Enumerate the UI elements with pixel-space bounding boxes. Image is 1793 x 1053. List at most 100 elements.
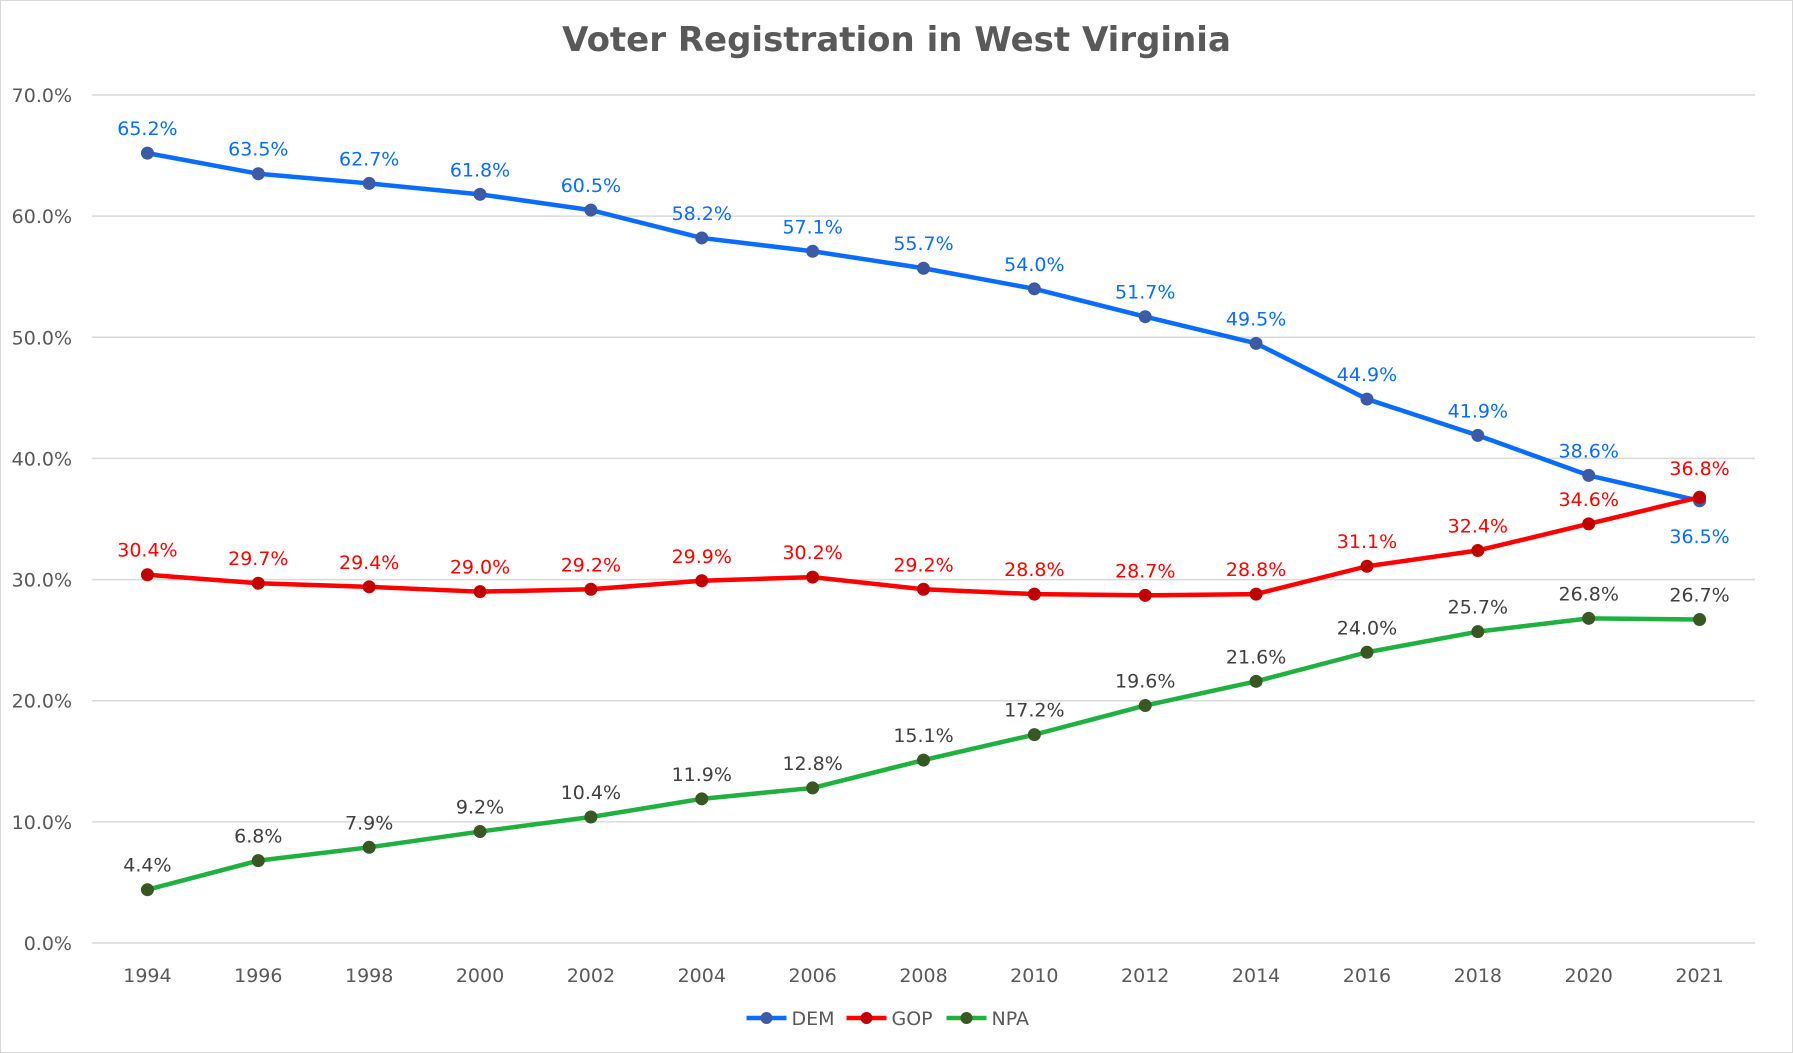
x-tick-label: 2016 [1343,965,1391,987]
data-point-gop [1360,559,1374,573]
data-label-dem: 41.9% [1448,400,1508,422]
data-point-gop [362,580,376,594]
data-label-npa: 10.4% [561,782,621,804]
data-label-npa: 17.2% [1004,700,1064,722]
data-point-dem [1138,310,1152,324]
series-line-dem [145,150,1702,504]
data-point-gop [1138,588,1152,602]
data-label-npa: 6.8% [234,826,282,848]
data-label-npa: 15.1% [893,725,953,747]
x-tick-label: 1996 [234,965,282,987]
series-line-gop [145,494,1702,598]
data-label-dem: 58.2% [672,203,732,225]
data-point-dem [917,261,930,275]
data-label-npa: 24.0% [1337,617,1397,639]
data-label-dem: 38.6% [1559,440,1619,462]
x-tick-label: 2020 [1565,965,1613,987]
data-point-dem [695,231,709,245]
data-label-npa: 26.7% [1669,585,1729,607]
y-tick-label: 20.0% [12,691,72,713]
y-tick-label: 70.0% [12,85,72,107]
legend-marker-gop [860,1012,873,1024]
data-label-dem: 44.9% [1337,364,1397,386]
y-tick-label: 50.0% [12,327,72,349]
data-label-npa: 7.9% [345,812,393,834]
data-point-dem [362,176,376,190]
data-point-dem [806,244,820,258]
y-tick-label: 10.0% [12,812,72,834]
data-point-gop [1249,587,1263,601]
x-tick-label: 2008 [899,965,947,987]
data-point-dem [1582,468,1596,482]
gridlines [92,94,1755,944]
data-point-dem [251,167,265,181]
data-label-dem: 62.7% [339,148,399,170]
data-point-npa [140,883,154,897]
data-point-npa [917,753,930,767]
data-point-npa [1249,674,1263,688]
data-point-npa [473,825,487,839]
data-point-gop [806,570,820,584]
y-tick-label: 60.0% [12,206,72,228]
data-label-dem: 55.7% [893,233,953,255]
legend-label-gop: GOP [892,1008,933,1030]
x-tick-label: 2012 [1121,965,1169,987]
x-tick-label: 2004 [678,965,726,987]
data-label-dem: 51.7% [1115,282,1175,304]
legend-label-dem: DEM [792,1008,835,1030]
legend-marker-npa [960,1012,973,1024]
data-point-gop [1471,543,1485,557]
data-label-npa: 11.9% [672,764,732,786]
data-point-npa [1027,728,1041,742]
data-label-npa: 21.6% [1226,646,1286,668]
data-point-dem [1471,428,1485,442]
data-point-npa [806,781,820,795]
data-label-npa: 4.4% [123,855,171,877]
data-point-npa [695,792,709,806]
data-label-gop: 29.2% [893,554,953,576]
data-point-npa [1360,645,1374,659]
y-tick-label: 0.0% [24,933,72,955]
data-point-npa [1471,625,1485,639]
x-tick-label: 1994 [123,965,171,987]
x-tick-label: 2002 [567,965,615,987]
y-axis: 0.0% 10.0% 20.0% 30.0% 40.0% 50.0% 60.0% 70.0% [12,85,72,955]
data-label-dem: 57.1% [782,216,842,238]
data-label-dem: 49.5% [1226,308,1286,330]
x-tick-label: 2018 [1454,965,1502,987]
data-label-gop: 28.7% [1115,560,1175,582]
data-label-gop: 30.2% [782,542,842,564]
data-point-gop [584,582,598,596]
legend: DEM GOP NPA [746,1008,1029,1030]
x-axis: 1994 1996 1998 2000 2002 2004 2006 2008 2010 2012… [123,965,1723,987]
y-tick-label: 30.0% [12,570,72,592]
data-label-dem: 60.5% [561,175,621,197]
data-label-npa: 12.8% [782,753,842,775]
data-label-gop: 28.8% [1004,559,1064,581]
data-point-npa [1693,613,1707,627]
data-point-dem [473,187,487,201]
x-tick-label: 2006 [788,965,836,987]
data-label-gop: 36.8% [1669,458,1729,480]
data-label-dem: 65.2% [117,118,177,140]
data-point-npa [362,840,376,854]
data-label-gop: 29.0% [450,557,510,579]
x-tick-label: 2000 [456,965,504,987]
data-point-gop [1693,490,1707,504]
data-label-gop: 31.1% [1337,531,1397,553]
data-point-gop [473,585,487,599]
data-point-dem [1360,392,1374,406]
data-label-gop: 34.6% [1559,489,1619,511]
x-tick-label: 2010 [1010,965,1058,987]
data-point-gop [917,582,930,596]
data-labels: 65.2% 63.5% 62.7% 61.8% 60.5% 58.2% 57.1% 55.7%… [117,118,1729,877]
x-tick-label: 1998 [345,965,393,987]
data-label-gop: 29.9% [672,546,732,568]
data-point-npa [1138,699,1152,713]
data-point-npa [584,810,598,824]
data-label-gop: 30.4% [117,540,177,562]
y-tick-label: 40.0% [12,448,72,470]
legend-marker-dem [760,1012,773,1024]
data-label-gop: 32.4% [1448,515,1508,537]
